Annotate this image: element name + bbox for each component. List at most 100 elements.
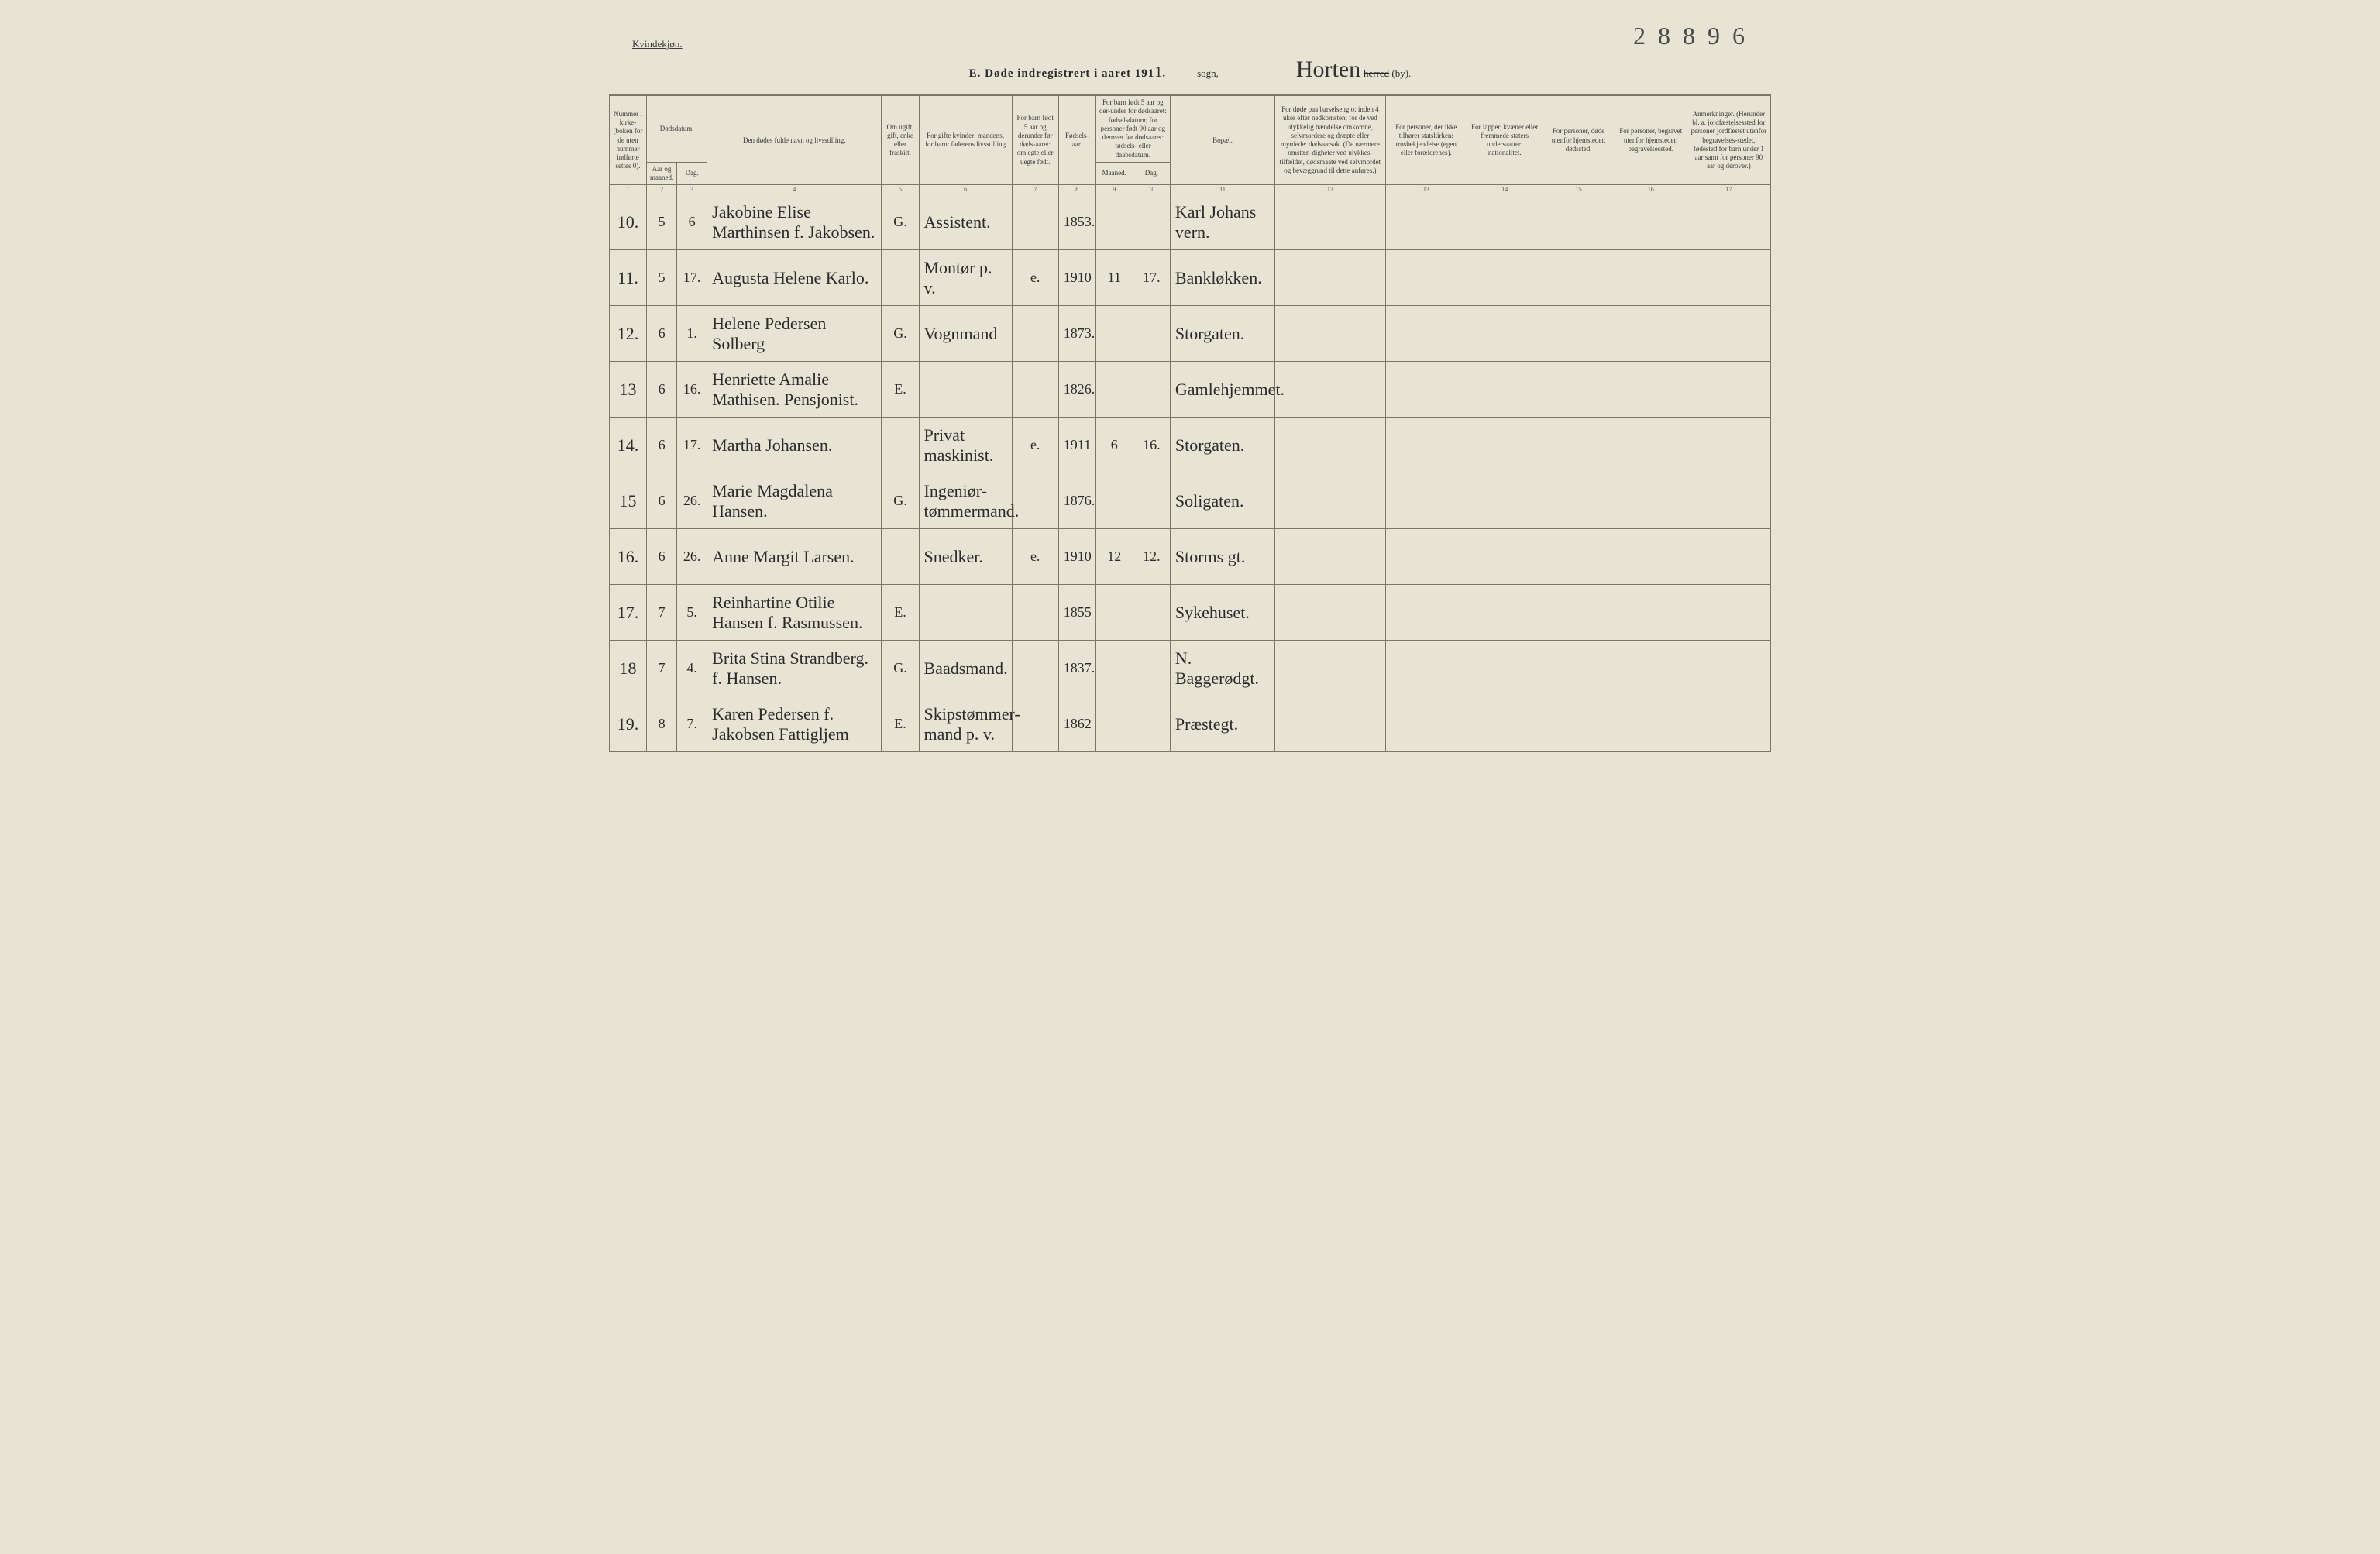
- cell-stand: [882, 529, 919, 585]
- cell-15: [1543, 194, 1615, 250]
- colnum: 14: [1467, 185, 1543, 194]
- cell-17: [1687, 696, 1770, 752]
- cell-stand: [882, 418, 919, 473]
- cell-12: [1275, 362, 1386, 418]
- cell-aar: 6: [647, 418, 677, 473]
- title-row: E. Døde indregistrert i aaret 1911. sogn…: [609, 53, 1771, 94]
- colnum: 4: [707, 185, 882, 194]
- cell-fmaaned: 6: [1095, 418, 1133, 473]
- cell-stand: G.: [882, 473, 919, 529]
- cell-16: [1615, 306, 1687, 362]
- herred-label: herred (by).: [1364, 67, 1411, 79]
- cell-aar: 5: [647, 194, 677, 250]
- cell-14: [1467, 473, 1543, 529]
- cell-13: [1385, 362, 1467, 418]
- table-row: 11.517.Augusta Helene Karlo.Montør p. v.…: [610, 250, 1771, 306]
- cell-egte: [1012, 641, 1058, 696]
- col-header-15: For personer, døde utenfor hjemstedet: d…: [1543, 95, 1615, 185]
- cell-bopael: Gamlehjemmet.: [1170, 362, 1274, 418]
- cell-aar: 5: [647, 250, 677, 306]
- cell-fdag: [1133, 585, 1170, 641]
- colnum: 16: [1615, 185, 1687, 194]
- col-header-7: For barn født 5 aar og derunder før døds…: [1012, 95, 1058, 185]
- colnum: 9: [1095, 185, 1133, 194]
- cell-dag: 26.: [677, 529, 707, 585]
- col-header-4: Den dødes fulde navn og livsstilling.: [707, 95, 882, 185]
- colnum: 15: [1543, 185, 1615, 194]
- cell-mandens: Skipstømmer-mand p. v.: [919, 696, 1012, 752]
- cell-15: [1543, 696, 1615, 752]
- cell-navn: Anne Margit Larsen.: [707, 529, 882, 585]
- cell-13: [1385, 250, 1467, 306]
- cell-12: [1275, 306, 1386, 362]
- colnum: 1: [610, 185, 647, 194]
- cell-14: [1467, 529, 1543, 585]
- cell-stand: E.: [882, 696, 919, 752]
- cell-egte: e.: [1012, 529, 1058, 585]
- colnum: 6: [919, 185, 1012, 194]
- cell-number: 16.: [610, 529, 647, 585]
- table-row: 1874.Brita Stina Strandberg. f. Hansen.G…: [610, 641, 1771, 696]
- cell-mandens: Montør p. v.: [919, 250, 1012, 306]
- col-header-14: For lapper, kvæner eller fremmede stater…: [1467, 95, 1543, 185]
- col-header-6: For gifte kvinder: mandens, for barn: fa…: [919, 95, 1012, 185]
- cell-fodselsaar: 1910: [1058, 529, 1095, 585]
- cell-mandens: [919, 362, 1012, 418]
- cell-14: [1467, 306, 1543, 362]
- col-header-9: Maaned.: [1095, 162, 1133, 185]
- cell-number: 11.: [610, 250, 647, 306]
- cell-mandens: Ingeniør-tømmermand.: [919, 473, 1012, 529]
- table-row: 19.87.Karen Pedersen f. Jakobsen Fattigl…: [610, 696, 1771, 752]
- cell-13: [1385, 418, 1467, 473]
- year-handwritten: 1: [1154, 64, 1162, 81]
- colnum: 13: [1385, 185, 1467, 194]
- cell-fodselsaar: 1876.: [1058, 473, 1095, 529]
- cell-fodselsaar: 1911: [1058, 418, 1095, 473]
- cell-16: [1615, 362, 1687, 418]
- cell-navn: Marie Magdalena Hansen.: [707, 473, 882, 529]
- cell-aar: 6: [647, 473, 677, 529]
- cell-17: [1687, 306, 1770, 362]
- cell-navn: Jakobine Elise Marthinsen f. Jakobsen.: [707, 194, 882, 250]
- cell-13: [1385, 585, 1467, 641]
- colnum: 10: [1133, 185, 1170, 194]
- herred-by: (by).: [1391, 67, 1411, 79]
- colnum: 7: [1012, 185, 1058, 194]
- cell-number: 12.: [610, 306, 647, 362]
- col-header-12: For døde paa barselseng o: inden 4 uker …: [1275, 95, 1386, 185]
- title-main: E. Døde indregistrert i aaret 1911.: [969, 64, 1166, 81]
- cell-stand: [882, 250, 919, 306]
- cell-16: [1615, 585, 1687, 641]
- cell-aar: 8: [647, 696, 677, 752]
- cell-fdag: [1133, 306, 1170, 362]
- cell-bopael: N. Baggerødgt.: [1170, 641, 1274, 696]
- title-prefix: E. Døde indregistrert i aaret 191: [969, 67, 1155, 80]
- cell-17: [1687, 473, 1770, 529]
- cell-15: [1543, 250, 1615, 306]
- cell-17: [1687, 194, 1770, 250]
- cell-fodselsaar: 1826.: [1058, 362, 1095, 418]
- cell-14: [1467, 362, 1543, 418]
- colnum: 17: [1687, 185, 1770, 194]
- cell-bopael: Storgaten.: [1170, 306, 1274, 362]
- colnum: 8: [1058, 185, 1095, 194]
- title-suffix: .: [1162, 67, 1166, 80]
- colnum: 2: [647, 185, 677, 194]
- cell-15: [1543, 306, 1615, 362]
- cell-fdag: 17.: [1133, 250, 1170, 306]
- cell-fodselsaar: 1853.: [1058, 194, 1095, 250]
- cell-12: [1275, 585, 1386, 641]
- table-row: 10.56Jakobine Elise Marthinsen f. Jakobs…: [610, 194, 1771, 250]
- cell-13: [1385, 529, 1467, 585]
- cell-aar: 7: [647, 641, 677, 696]
- herred-group: Horten herred (by).: [1250, 57, 1411, 83]
- cell-number: 15: [610, 473, 647, 529]
- table-body: 10.56Jakobine Elise Marthinsen f. Jakobs…: [610, 194, 1771, 752]
- cell-egte: [1012, 362, 1058, 418]
- table-row: 17.75.Reinhartine Otilie Hansen f. Rasmu…: [610, 585, 1771, 641]
- cell-fodselsaar: 1862: [1058, 696, 1095, 752]
- cell-egte: e.: [1012, 250, 1058, 306]
- top-row: Kvindekjøn. 2 8 8 9 6: [609, 15, 1771, 53]
- col-header-17: Anmerkninger. (Herunder bl. a. jordfæste…: [1687, 95, 1770, 185]
- cell-fmaaned: [1095, 641, 1133, 696]
